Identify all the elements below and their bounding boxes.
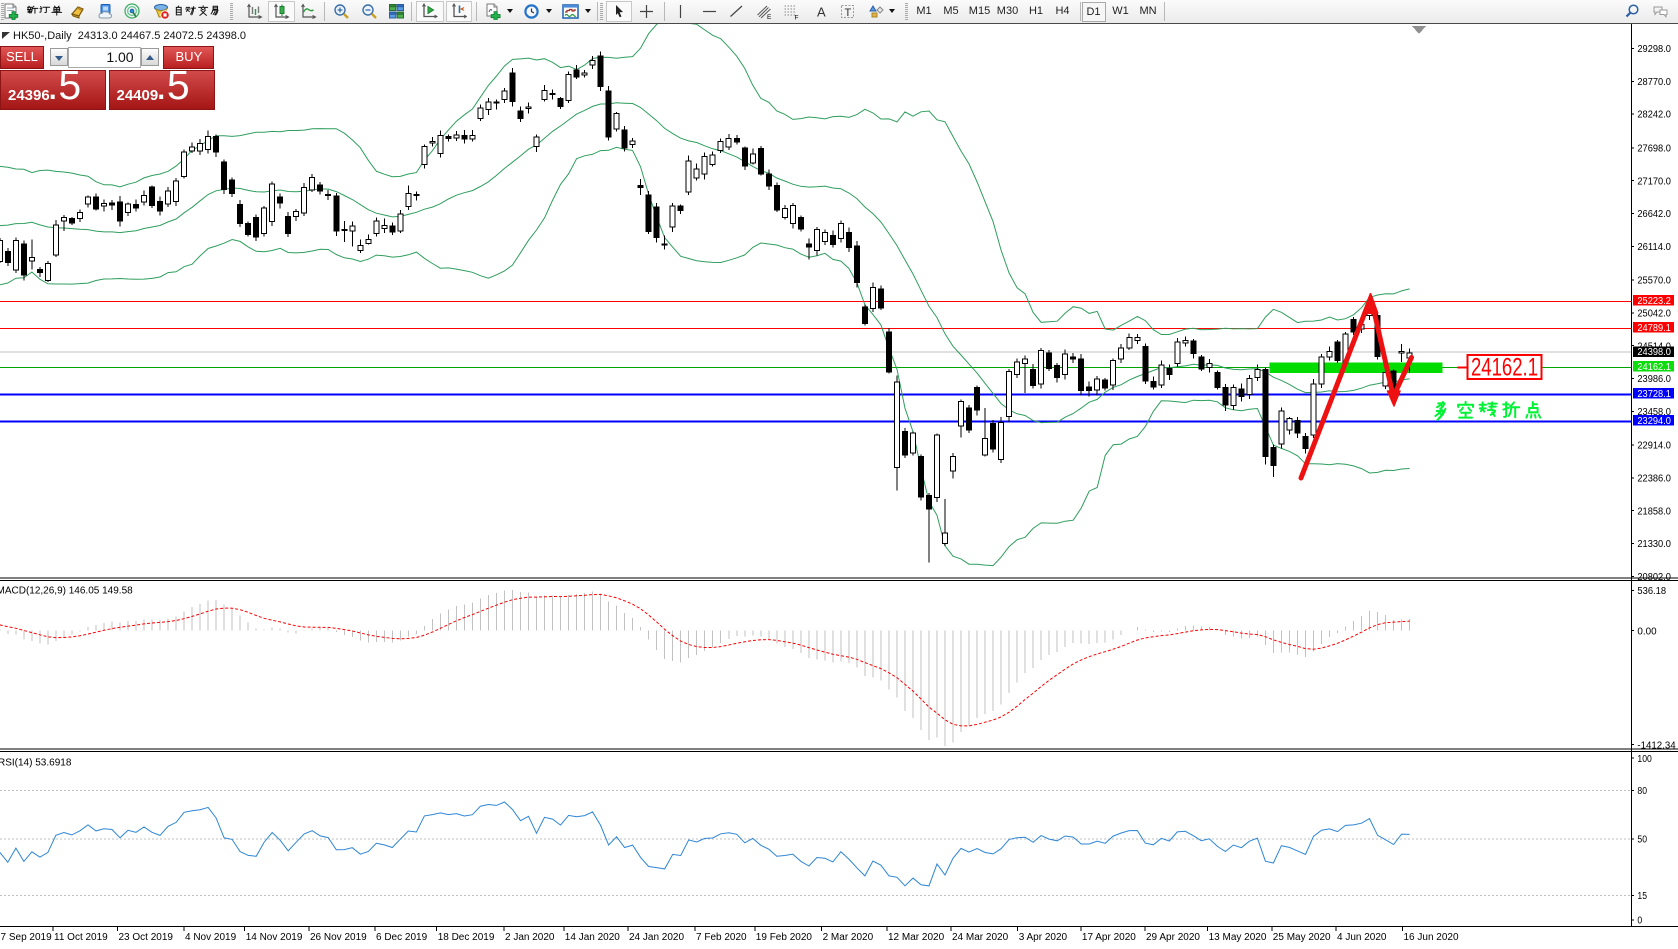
svg-text:13 May 2020: 13 May 2020 <box>1209 932 1267 943</box>
svg-text:A: A <box>817 5 826 20</box>
svg-text:25570.0: 25570.0 <box>1637 276 1671 287</box>
svg-text:21858.0: 21858.0 <box>1637 506 1671 517</box>
svg-text:MACD(12,26,9) 146.05 149.58: MACD(12,26,9) 146.05 149.58 <box>0 586 133 597</box>
svg-text:25223.2: 25223.2 <box>1637 296 1671 307</box>
svg-text:15: 15 <box>1637 891 1647 902</box>
svg-text:22914.0: 22914.0 <box>1637 441 1671 452</box>
svg-text:3 Apr 2020: 3 Apr 2020 <box>1019 932 1068 943</box>
svg-text:100: 100 <box>1637 754 1652 765</box>
svg-text:28770.0: 28770.0 <box>1637 77 1671 88</box>
svg-text:RSI(14) 53.6918: RSI(14) 53.6918 <box>0 758 72 769</box>
svg-text:12 Mar 2020: 12 Mar 2020 <box>888 932 945 943</box>
svg-text:19 Feb 2020: 19 Feb 2020 <box>756 932 813 943</box>
svg-text:23458.0: 23458.0 <box>1637 407 1671 418</box>
svg-text:-1412.34: -1412.34 <box>1637 740 1676 751</box>
svg-text:28242.0: 28242.0 <box>1637 110 1671 121</box>
svg-text:26642.0: 26642.0 <box>1637 209 1671 220</box>
svg-text:16 Jun 2020: 16 Jun 2020 <box>1404 932 1459 943</box>
svg-text:17 Apr 2020: 17 Apr 2020 <box>1082 932 1136 943</box>
svg-text:23986.0: 23986.0 <box>1637 374 1671 385</box>
svg-text:29298.0: 29298.0 <box>1637 44 1671 55</box>
svg-text:T: T <box>844 7 851 19</box>
svg-text:7 Sep 2019: 7 Sep 2019 <box>1 932 53 943</box>
svg-text:E: E <box>767 14 772 20</box>
svg-text:536.18: 536.18 <box>1637 586 1666 597</box>
svg-text:80: 80 <box>1637 786 1647 797</box>
svg-text:22386.0: 22386.0 <box>1637 474 1671 485</box>
svg-text:24 Mar 2020: 24 Mar 2020 <box>952 932 1009 943</box>
svg-text:25 May 2020: 25 May 2020 <box>1273 932 1331 943</box>
svg-text:0: 0 <box>1637 916 1642 927</box>
svg-text:23294.0: 23294.0 <box>1637 416 1671 427</box>
svg-text:14 Jan 2020: 14 Jan 2020 <box>565 932 620 943</box>
svg-text:7 Feb 2020: 7 Feb 2020 <box>696 932 747 943</box>
svg-text:21330.0: 21330.0 <box>1637 539 1671 550</box>
svg-text:6 Dec 2019: 6 Dec 2019 <box>376 932 428 943</box>
svg-text:11 Oct 2019: 11 Oct 2019 <box>54 932 108 943</box>
svg-text:50: 50 <box>1637 835 1647 846</box>
svg-text:27170.0: 27170.0 <box>1637 176 1671 187</box>
svg-text:26 Nov 2019: 26 Nov 2019 <box>310 932 367 943</box>
svg-text:24 Jan 2020: 24 Jan 2020 <box>629 932 684 943</box>
svg-text:23728.1: 23728.1 <box>1637 389 1671 400</box>
svg-text:F: F <box>795 15 799 21</box>
svg-text:4 Nov 2019: 4 Nov 2019 <box>185 932 237 943</box>
svg-text:24789.1: 24789.1 <box>1637 323 1671 334</box>
svg-text:25042.0: 25042.0 <box>1637 309 1671 320</box>
svg-text:2 Mar 2020: 2 Mar 2020 <box>823 932 874 943</box>
svg-text:4 Jun 2020: 4 Jun 2020 <box>1337 932 1387 943</box>
svg-text:24398.0: 24398.0 <box>1637 347 1671 358</box>
svg-text:23 Oct 2019: 23 Oct 2019 <box>119 932 174 943</box>
svg-text:24162.1: 24162.1 <box>1471 354 1538 382</box>
svg-text:14 Nov 2019: 14 Nov 2019 <box>246 932 303 943</box>
svg-text:29 Apr 2020: 29 Apr 2020 <box>1146 932 1200 943</box>
svg-text:0.00: 0.00 <box>1637 626 1657 637</box>
svg-text:2 Jan 2020: 2 Jan 2020 <box>505 932 555 943</box>
svg-text:27698.0: 27698.0 <box>1637 144 1671 155</box>
svg-text:24162.1: 24162.1 <box>1637 362 1671 373</box>
svg-text:18 Dec 2019: 18 Dec 2019 <box>438 932 495 943</box>
svg-text:26114.0: 26114.0 <box>1637 242 1671 253</box>
